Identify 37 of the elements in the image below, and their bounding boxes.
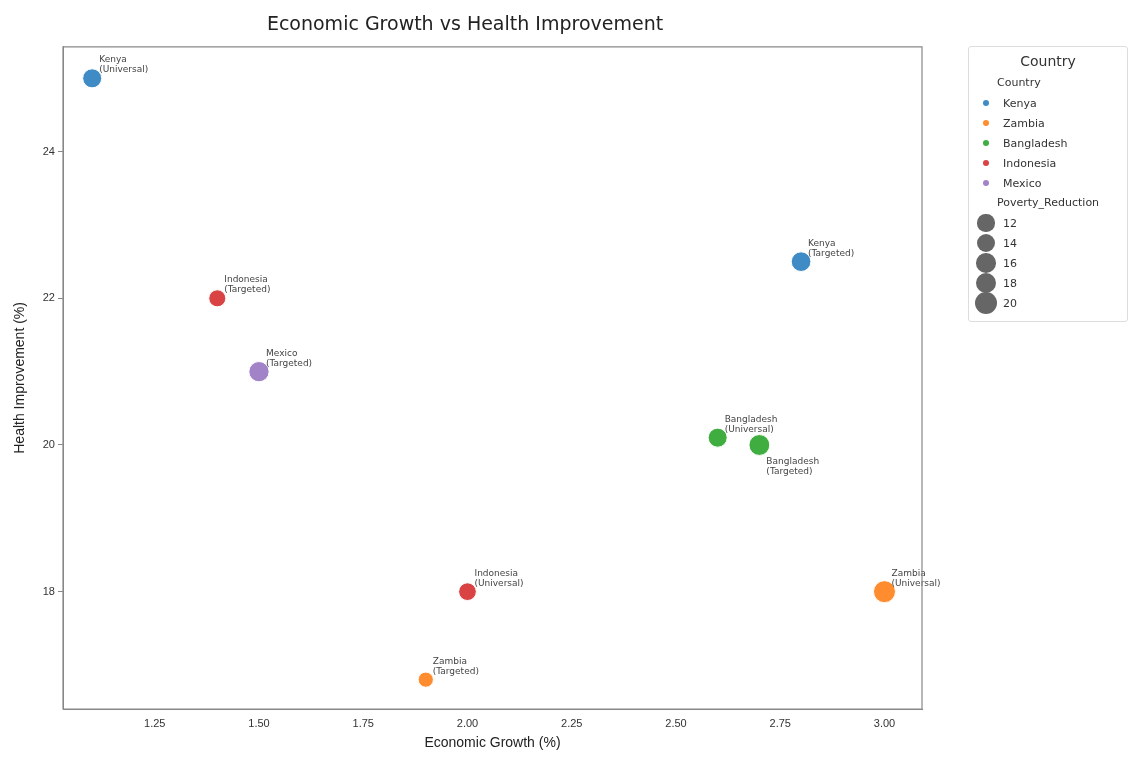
- y-tick-label: 20: [42, 438, 55, 451]
- x-tick-label: 3.00: [873, 716, 896, 729]
- legend-label: 20: [1003, 296, 1017, 310]
- legend-label: Zambia: [1003, 116, 1045, 130]
- x-axis-title: Economic Growth (%): [424, 734, 561, 751]
- y-axis-title: Health Improvement (%): [11, 302, 28, 454]
- x-tick-label: 1.50: [248, 716, 270, 729]
- annotation: Zambia (Targeted): [432, 655, 479, 676]
- annotation: Kenya (Universal): [99, 54, 149, 75]
- y-tick-label: 24: [42, 144, 55, 157]
- annotation: Zambia (Universal): [891, 567, 941, 588]
- legend-label: 16: [1003, 256, 1017, 270]
- annotation: Indonesia (Universal): [474, 567, 524, 588]
- x-tick-label: 1.25: [144, 716, 166, 729]
- legend-label: 18: [1003, 276, 1017, 290]
- x-tick-label: 1.75: [352, 716, 374, 729]
- legend-label: Kenya: [1003, 96, 1037, 110]
- legend-label: Indonesia: [1003, 156, 1057, 170]
- legend-label: 12: [1003, 216, 1017, 230]
- annotation: Bangladesh (Targeted): [766, 456, 820, 476]
- x-tick-label: 2.00: [456, 716, 479, 729]
- annotation: Mexico (Targeted): [265, 347, 313, 368]
- legend-label: 14: [1003, 236, 1017, 250]
- legend-label: Mexico: [1003, 176, 1042, 190]
- x-tick-label: 2.25: [561, 716, 583, 729]
- x-tick-label: 2.50: [665, 716, 687, 729]
- annotation: Bangladesh (Universal): [724, 413, 778, 434]
- y-tick-label: 18: [42, 584, 55, 597]
- annotation: Indonesia (Targeted): [224, 274, 271, 295]
- annotation: Kenya (Targeted): [808, 237, 855, 258]
- chart-title: Economic Growth vs Health Improvement: [266, 12, 664, 35]
- legend-label: Bangladesh: [1003, 136, 1068, 150]
- text: Country: [996, 75, 1042, 91]
- x-tick-label: 2.75: [769, 716, 791, 729]
- legend-title: Country: [1019, 53, 1077, 69]
- text: Poverty_Reduction: [996, 195, 1101, 211]
- y-tick-label: 22: [42, 291, 55, 304]
